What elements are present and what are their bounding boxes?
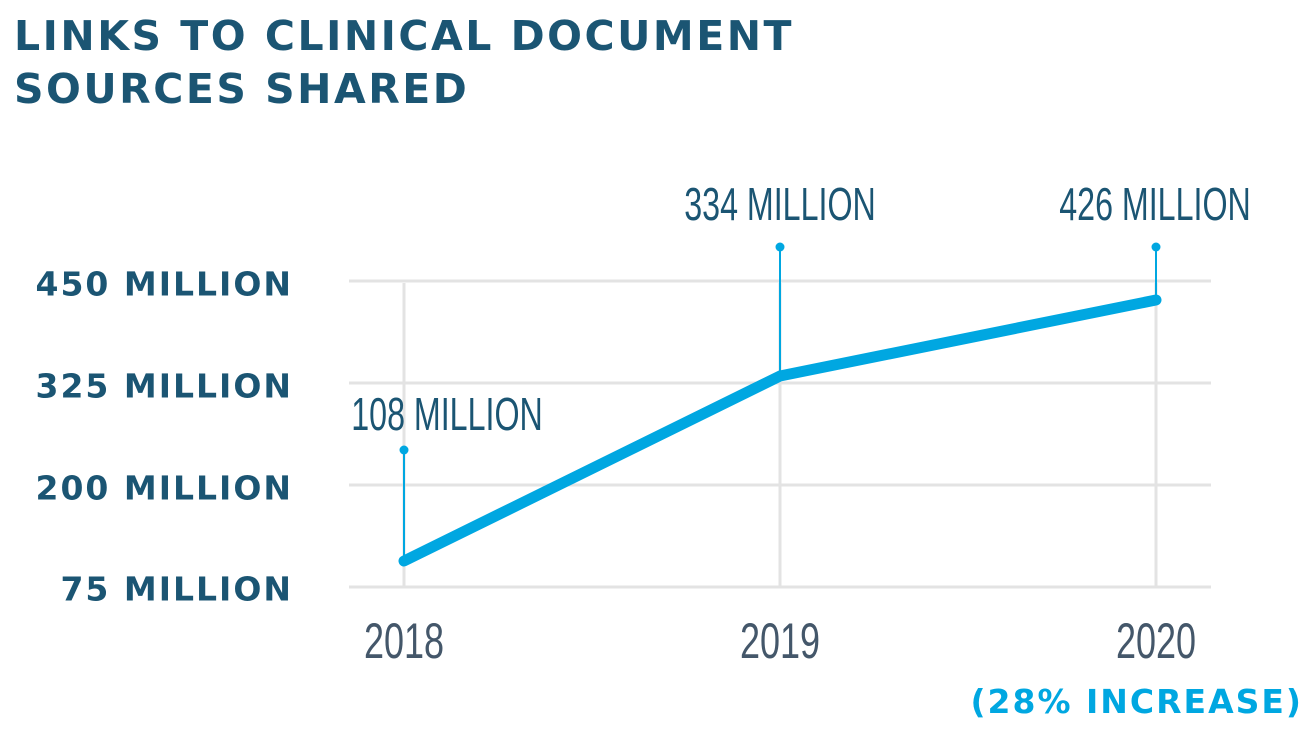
x-tick-2019: 2019 bbox=[739, 613, 821, 669]
chart-title-line-1: LINKS TO CLINICAL DOCUMENT bbox=[14, 12, 794, 60]
leader-dot-2020 bbox=[1151, 242, 1161, 252]
chart-title: LINKS TO CLINICAL DOCUMENT SOURCES SHARE… bbox=[14, 10, 794, 116]
y-tick-450: 450 MILLION bbox=[35, 264, 293, 304]
leader-dot-2018 bbox=[399, 445, 409, 455]
chart-title-line-2: SOURCES SHARED bbox=[14, 65, 470, 113]
callout-leaders bbox=[399, 242, 1161, 561]
increase-annotation: (28% INCREASE) bbox=[970, 682, 1303, 721]
data-line bbox=[398, 294, 1162, 567]
y-tick-200: 200 MILLION bbox=[35, 468, 293, 508]
data-label-2020: 426 MILLION bbox=[1059, 178, 1251, 230]
data-label-2019: 334 MILLION bbox=[684, 178, 876, 230]
data-label-2018: 108 MILLION bbox=[351, 388, 543, 440]
y-tick-325: 325 MILLION bbox=[35, 366, 293, 406]
x-tick-2020: 2020 bbox=[1115, 613, 1197, 669]
x-tick-2018: 2018 bbox=[363, 613, 445, 669]
leader-dot-2019 bbox=[775, 242, 785, 252]
y-tick-75: 75 MILLION bbox=[60, 569, 293, 609]
